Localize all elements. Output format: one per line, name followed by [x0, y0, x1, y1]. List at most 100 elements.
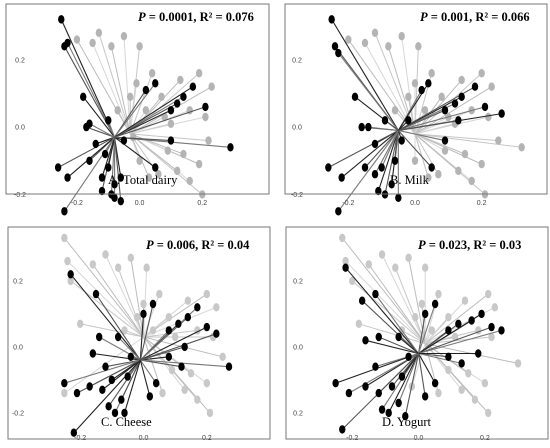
point-dark: [428, 163, 435, 172]
point-dark: [225, 362, 233, 371]
spider-line-light: [424, 293, 489, 344]
stat-annotation: P = 0.023, R² = 0.03: [418, 238, 521, 252]
spider-line-dark: [107, 137, 116, 168]
spider-line-dark: [418, 323, 459, 354]
point-light: [451, 332, 459, 342]
spider-line-light: [414, 109, 472, 135]
point-light: [143, 263, 150, 272]
spider-line-dark: [377, 130, 399, 192]
point-light: [184, 296, 192, 305]
spider-line-light: [129, 133, 178, 172]
point-light: [186, 176, 193, 186]
spider-line-light: [414, 133, 522, 148]
spider-line-light: [424, 343, 449, 371]
point-light: [485, 408, 492, 418]
point-light: [136, 156, 143, 165]
point-light: [206, 408, 214, 418]
point-dark: [378, 405, 386, 414]
point-dark: [213, 329, 220, 338]
spider-line-dark: [114, 96, 184, 138]
spider-line-light: [345, 260, 426, 344]
point-dark: [335, 48, 342, 58]
point-light: [133, 79, 140, 88]
point-light: [378, 250, 386, 259]
point-dark: [391, 156, 399, 165]
point-light: [421, 106, 429, 115]
spider-line-light: [414, 133, 459, 172]
point-dark: [175, 319, 182, 328]
point-dark: [362, 336, 369, 345]
point-light: [461, 296, 469, 305]
point-dark: [95, 332, 103, 342]
point-dark: [114, 332, 122, 342]
spider-line-dark: [418, 352, 462, 364]
spider-line-dark: [337, 52, 399, 131]
point-dark: [478, 309, 485, 319]
spider-line-dark: [397, 130, 433, 168]
scatter-plot: [325, 15, 525, 216]
point-light: [458, 75, 465, 85]
point-light: [339, 233, 346, 243]
point-light: [488, 332, 495, 342]
point-dark: [86, 382, 93, 391]
point-dark: [342, 263, 349, 272]
point-light: [435, 388, 442, 398]
point-dark: [111, 408, 119, 418]
point-dark: [152, 379, 160, 388]
panel-caption: D. Yogurt: [382, 415, 432, 429]
point-light: [145, 173, 153, 182]
point-light: [455, 166, 462, 176]
spider-line-light: [414, 133, 499, 142]
spider-line-light: [424, 343, 463, 391]
x-tick-label: 0.0: [410, 200, 420, 207]
point-light: [485, 289, 492, 299]
point-light: [155, 170, 162, 179]
x-tick-label: -0.2: [342, 200, 354, 207]
panel-total-dairy: -0.2 0.0 0.2 -0.2 0.0 0.2 P = 0.0001, R² = 0.…: [5, 3, 270, 216]
point-light: [478, 69, 485, 78]
point-light: [180, 149, 187, 159]
spider-line-light: [67, 260, 144, 338]
point-dark: [167, 136, 175, 145]
point-light: [202, 112, 209, 122]
spider-line-dark: [418, 326, 492, 355]
point-light: [514, 359, 522, 368]
point-light: [167, 119, 175, 128]
spider-line-light: [414, 133, 446, 152]
panel-caption: B. Milk: [390, 173, 430, 187]
point-dark: [64, 173, 71, 182]
spider-line-light: [414, 96, 443, 135]
spider-line-dark: [113, 137, 122, 202]
point-dark: [152, 79, 159, 88]
spider-line-dark: [418, 313, 426, 354]
x-tick-label: -0.2: [71, 200, 83, 207]
spider-line-dark: [398, 129, 446, 142]
stat-text: = 0.006, R² = 0.04: [154, 238, 251, 252]
point-light: [102, 250, 109, 259]
point-light: [89, 38, 96, 48]
spider-line-dark: [374, 293, 419, 354]
spider-line-light: [381, 254, 426, 344]
y-tick-label: 0.0: [293, 344, 303, 351]
spider-line-light: [358, 323, 426, 345]
spider-line-dark: [89, 123, 115, 138]
spider-line-dark: [73, 359, 141, 434]
point-light: [421, 263, 429, 272]
point-dark: [372, 362, 379, 371]
point-light: [73, 35, 81, 44]
point-dark: [98, 173, 106, 182]
axes: -0.2 0.0 0.2 -0.2 0.0 0.2: [14, 57, 207, 207]
point-light: [158, 92, 165, 102]
point-dark: [398, 136, 405, 145]
y-tick-label: 0.2: [13, 278, 23, 285]
spider-line-light: [105, 254, 144, 338]
point-dark: [345, 388, 353, 398]
point-dark: [375, 388, 382, 398]
spider-line-dark: [64, 359, 141, 384]
stat-annotation: P = 0.0001, R² = 0.076: [138, 10, 254, 24]
point-dark: [358, 296, 366, 305]
point-light: [213, 303, 220, 312]
spider-line-dark: [140, 333, 217, 361]
point-light: [415, 42, 422, 51]
y-tick-label: -0.2: [291, 192, 303, 199]
